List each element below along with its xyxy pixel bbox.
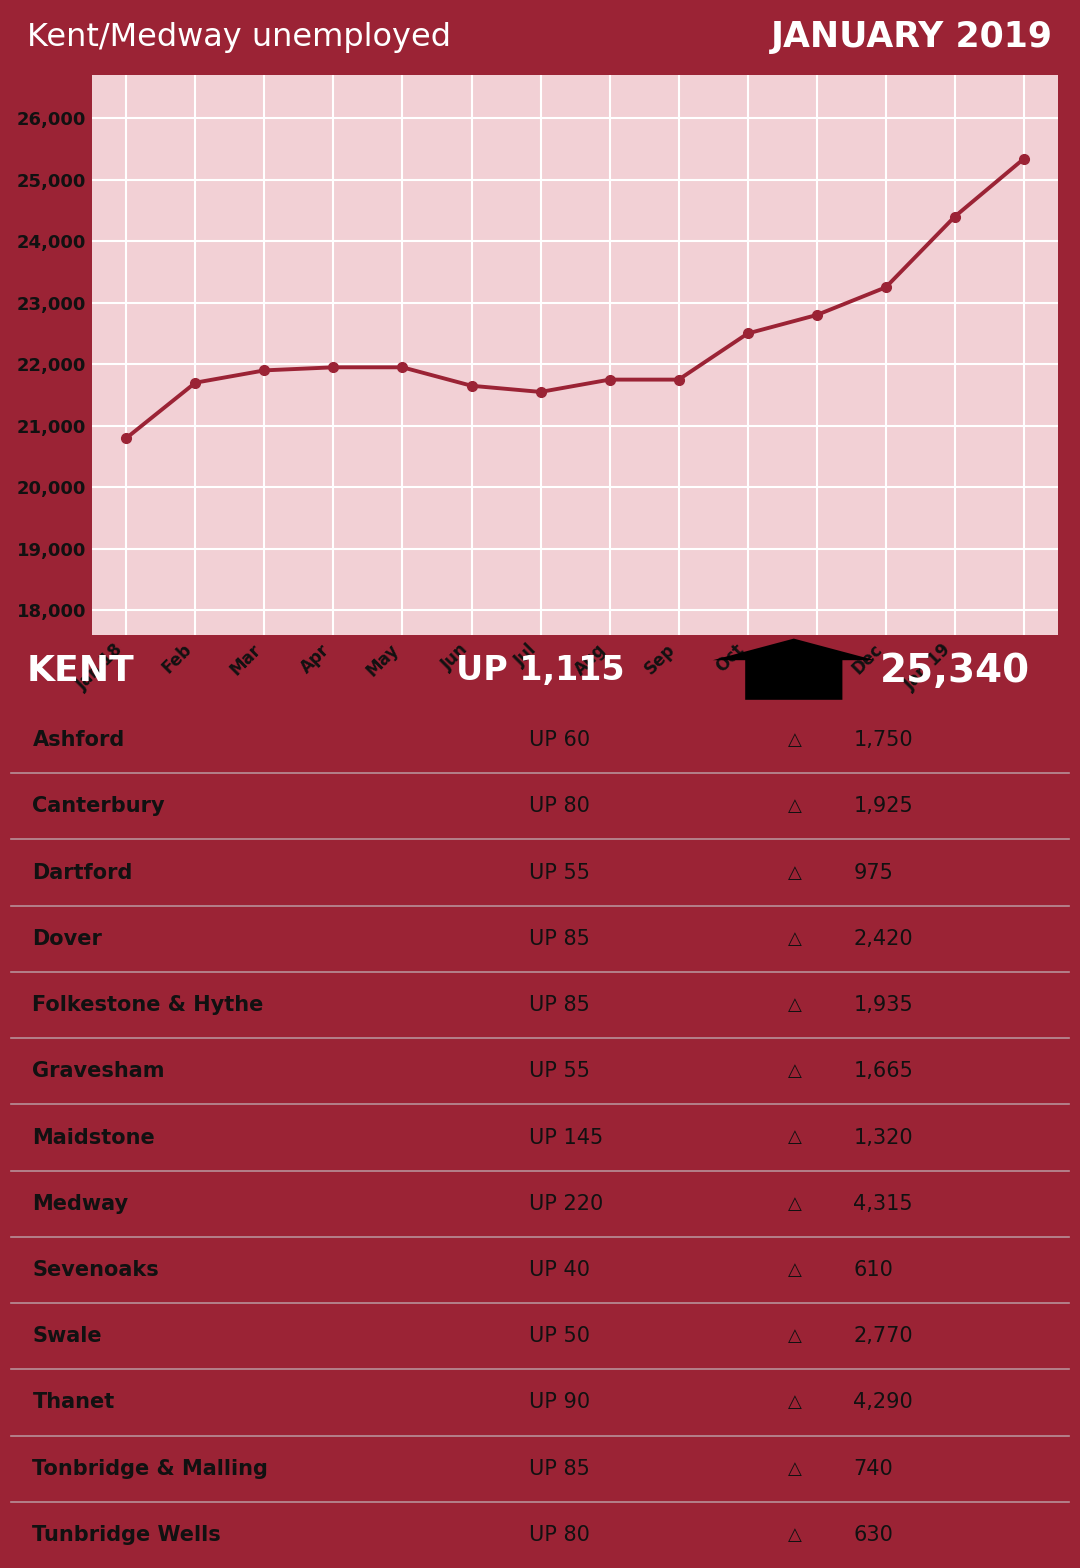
Text: 4,315: 4,315 — [853, 1193, 913, 1214]
Text: △: △ — [788, 1129, 802, 1146]
Text: 975: 975 — [853, 862, 893, 883]
Text: △: △ — [788, 996, 802, 1014]
Text: UP 1,115: UP 1,115 — [456, 654, 624, 687]
Text: △: △ — [788, 1394, 802, 1411]
Text: Swale: Swale — [32, 1327, 102, 1347]
Text: 1,925: 1,925 — [853, 797, 913, 817]
Text: Dover: Dover — [32, 928, 103, 949]
Text: △: △ — [788, 1195, 802, 1212]
Text: UP 60: UP 60 — [529, 731, 591, 750]
Text: UP 220: UP 220 — [529, 1193, 604, 1214]
Text: UP 85: UP 85 — [529, 928, 590, 949]
Text: 25,340: 25,340 — [880, 652, 1030, 690]
Text: Medway: Medway — [32, 1193, 129, 1214]
Text: UP 85: UP 85 — [529, 996, 590, 1014]
Text: △: △ — [788, 1460, 802, 1477]
Text: △: △ — [788, 1062, 802, 1080]
Text: Folkestone & Hythe: Folkestone & Hythe — [32, 996, 264, 1014]
Text: 740: 740 — [853, 1458, 893, 1479]
Text: Gravesham: Gravesham — [32, 1062, 165, 1082]
Text: △: △ — [788, 1327, 802, 1345]
Text: Maidstone: Maidstone — [32, 1127, 156, 1148]
Polygon shape — [713, 638, 875, 699]
Text: Dartford: Dartford — [32, 862, 133, 883]
Text: UP 90: UP 90 — [529, 1392, 591, 1413]
Text: Tonbridge & Malling: Tonbridge & Malling — [32, 1458, 268, 1479]
Text: Sevenoaks: Sevenoaks — [32, 1261, 159, 1279]
Text: UP 50: UP 50 — [529, 1327, 590, 1347]
Text: JANUARY 2019: JANUARY 2019 — [771, 20, 1053, 55]
Text: △: △ — [788, 1261, 802, 1279]
Text: UP 145: UP 145 — [529, 1127, 604, 1148]
Text: UP 80: UP 80 — [529, 1526, 590, 1544]
Text: Tunbridge Wells: Tunbridge Wells — [32, 1526, 221, 1544]
Text: KENT: KENT — [27, 654, 135, 688]
Text: 1,750: 1,750 — [853, 731, 913, 750]
Text: 4,290: 4,290 — [853, 1392, 913, 1413]
Text: UP 40: UP 40 — [529, 1261, 590, 1279]
Text: UP 55: UP 55 — [529, 1062, 590, 1082]
Text: △: △ — [788, 930, 802, 947]
Text: △: △ — [788, 864, 802, 881]
Text: 1,320: 1,320 — [853, 1127, 913, 1148]
Text: 2,420: 2,420 — [853, 928, 913, 949]
Text: Canterbury: Canterbury — [32, 797, 165, 817]
Text: 2,770: 2,770 — [853, 1327, 913, 1347]
Text: UP 85: UP 85 — [529, 1458, 590, 1479]
Text: △: △ — [788, 731, 802, 750]
Text: 630: 630 — [853, 1526, 893, 1544]
Text: △: △ — [788, 798, 802, 815]
Text: 610: 610 — [853, 1261, 893, 1279]
Text: Kent/Medway unemployed: Kent/Medway unemployed — [27, 22, 451, 53]
Text: UP 55: UP 55 — [529, 862, 590, 883]
Text: Ashford: Ashford — [32, 731, 124, 750]
Text: 1,935: 1,935 — [853, 996, 913, 1014]
Text: Thanet: Thanet — [32, 1392, 114, 1413]
Text: UP 80: UP 80 — [529, 797, 590, 817]
Text: 1,665: 1,665 — [853, 1062, 913, 1082]
Text: △: △ — [788, 1526, 802, 1544]
